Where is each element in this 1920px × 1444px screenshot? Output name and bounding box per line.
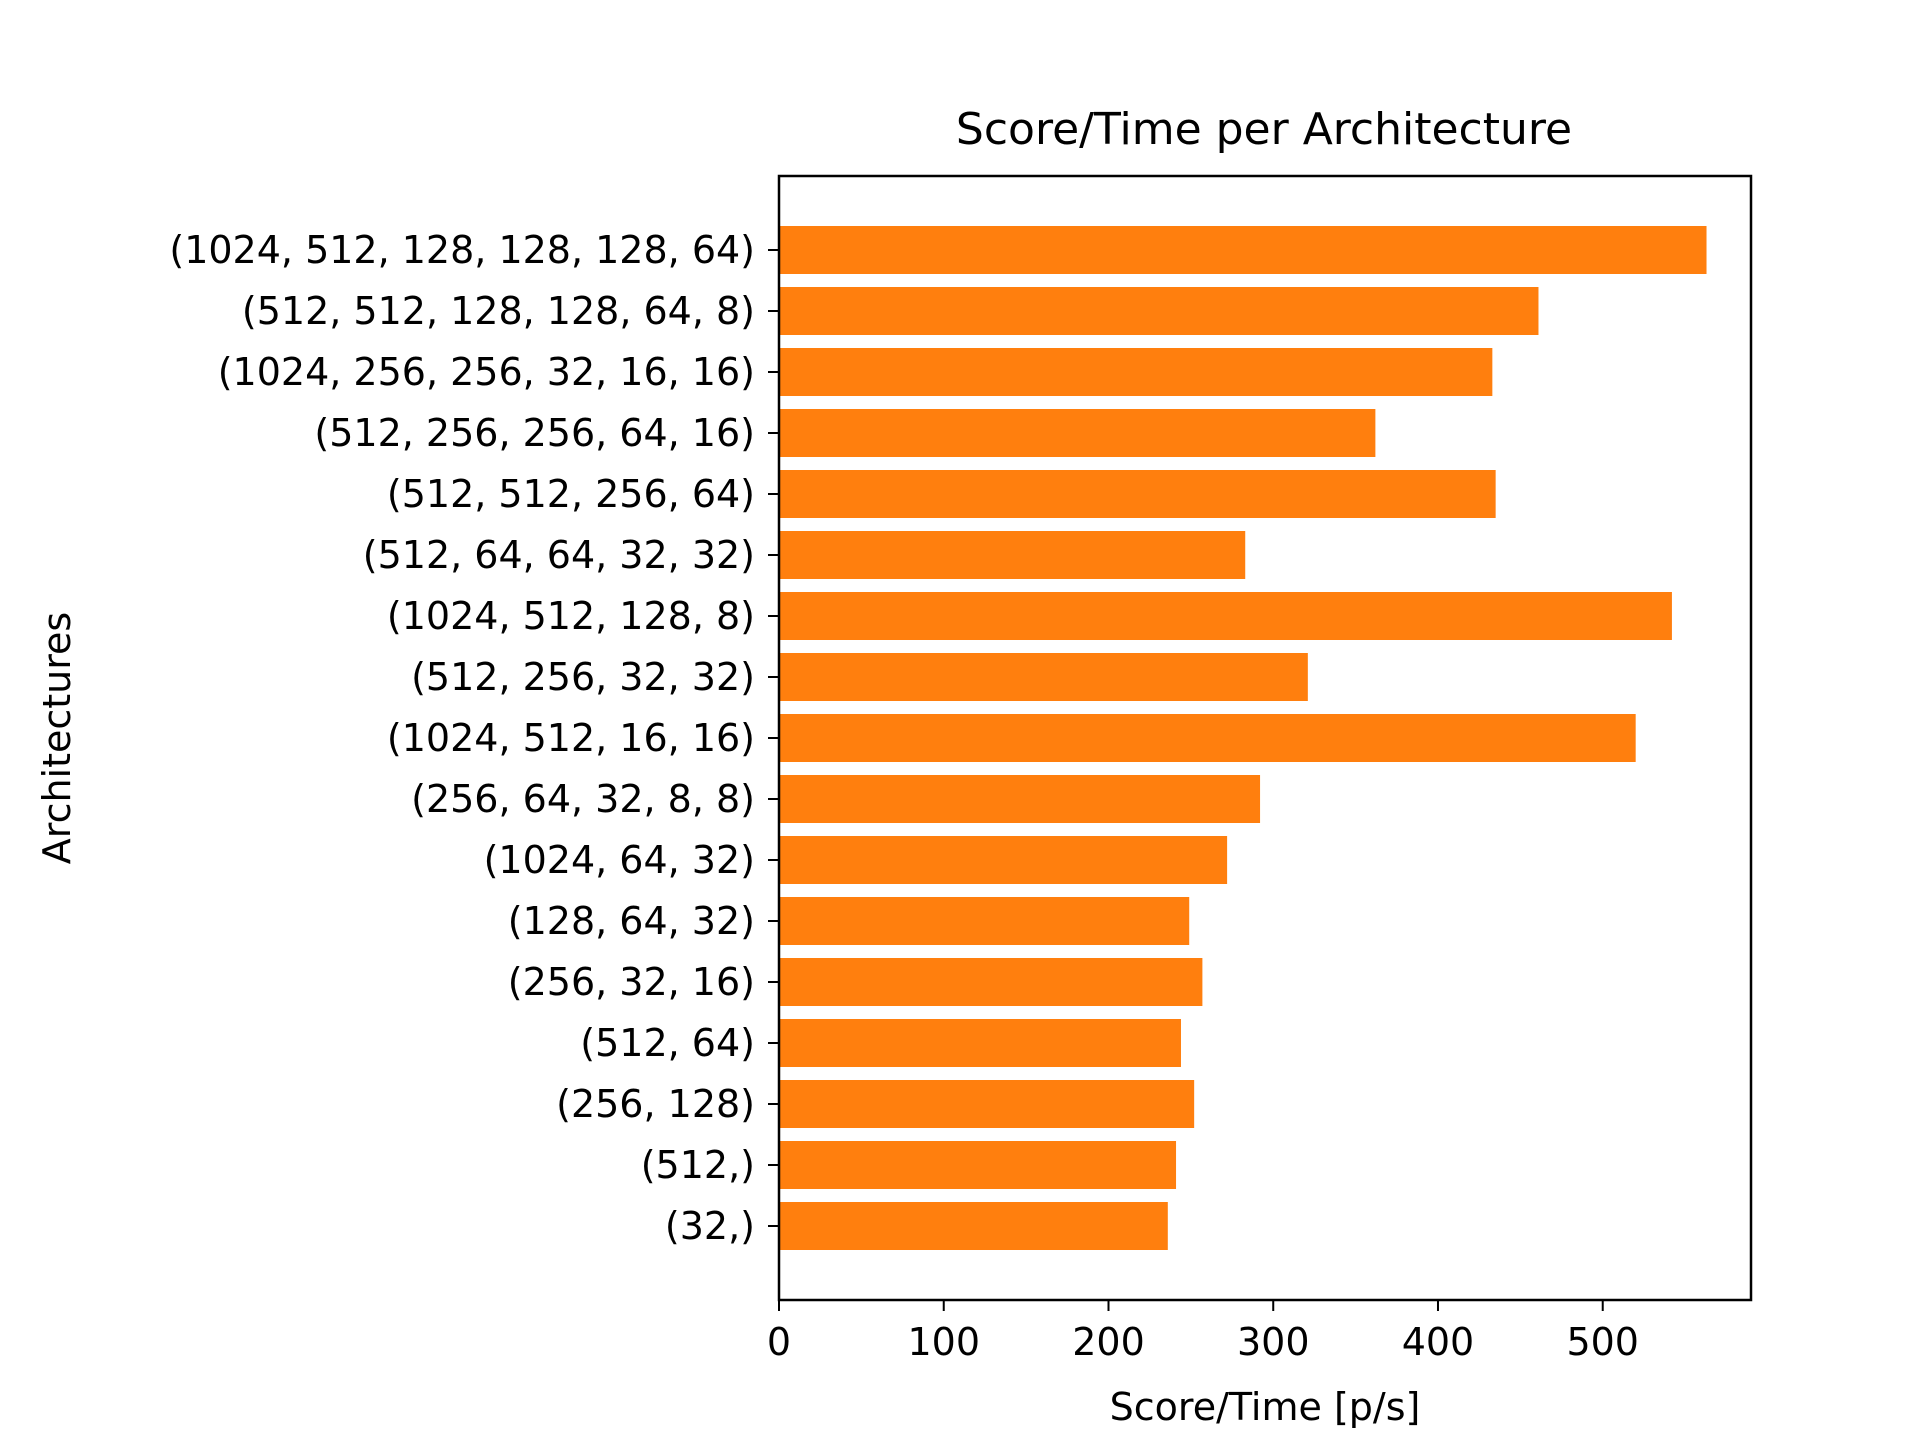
x-axis-ticks: 0 100 200 300 400 500 bbox=[767, 1300, 1639, 1364]
y-tick-label: (512, 256, 256, 64, 16) bbox=[314, 411, 755, 455]
bar bbox=[779, 714, 1636, 762]
bar bbox=[779, 531, 1246, 579]
y-tick-label: (1024, 512, 16, 16) bbox=[387, 716, 755, 760]
y-tick-label: (512,) bbox=[641, 1143, 755, 1187]
y-tick-label: (256, 32, 16) bbox=[508, 960, 755, 1004]
x-tick-label: 100 bbox=[907, 1320, 980, 1364]
bar bbox=[779, 958, 1203, 1006]
bars-group bbox=[779, 226, 1707, 1250]
x-tick-label: 400 bbox=[1402, 1320, 1475, 1364]
bar bbox=[779, 1141, 1177, 1189]
bar bbox=[779, 287, 1539, 335]
x-axis-label: Score/Time [p/s] bbox=[1110, 1385, 1421, 1429]
bar bbox=[779, 592, 1672, 640]
y-tick-label: (1024, 512, 128, 8) bbox=[387, 594, 755, 638]
bar bbox=[779, 1202, 1168, 1250]
bar bbox=[779, 897, 1190, 945]
y-axis-ticks: (1024, 512, 128, 128, 128, 64) (512, 512,… bbox=[169, 228, 779, 1248]
y-tick-label: (1024, 64, 32) bbox=[484, 838, 755, 882]
chart-title: Score/Time per Architecture bbox=[956, 104, 1572, 155]
y-tick-label: (256, 128) bbox=[556, 1082, 755, 1126]
y-tick-label: (1024, 256, 256, 32, 16, 16) bbox=[218, 350, 755, 394]
y-tick-label: (512, 512, 256, 64) bbox=[387, 472, 755, 516]
y-tick-label: (256, 64, 32, 8, 8) bbox=[411, 777, 755, 821]
y-axis-label: Architectures bbox=[35, 612, 79, 864]
bar bbox=[779, 1080, 1195, 1128]
x-tick-label: 0 bbox=[767, 1320, 791, 1364]
plot-frame bbox=[777, 174, 1753, 1302]
bar bbox=[779, 836, 1228, 884]
y-tick-label: (512, 512, 128, 128, 64, 8) bbox=[242, 289, 755, 333]
y-tick-label: (128, 64, 32) bbox=[508, 899, 755, 943]
y-tick-label: (512, 64, 64, 32, 32) bbox=[363, 533, 755, 577]
bar bbox=[779, 348, 1493, 396]
bar bbox=[779, 1019, 1181, 1067]
y-tick-label: (1024, 512, 128, 128, 128, 64) bbox=[169, 228, 755, 272]
y-tick-label: (512, 256, 32, 32) bbox=[411, 655, 755, 699]
bar bbox=[779, 409, 1376, 457]
bar bbox=[779, 226, 1707, 274]
bar bbox=[779, 653, 1308, 701]
bar bbox=[779, 775, 1261, 823]
x-tick-label: 500 bbox=[1566, 1320, 1639, 1364]
bar bbox=[779, 470, 1496, 518]
y-tick-label: (512, 64) bbox=[580, 1021, 755, 1065]
x-tick-label: 200 bbox=[1072, 1320, 1145, 1364]
x-tick-label: 300 bbox=[1237, 1320, 1310, 1364]
y-tick-label: (32,) bbox=[665, 1204, 755, 1248]
